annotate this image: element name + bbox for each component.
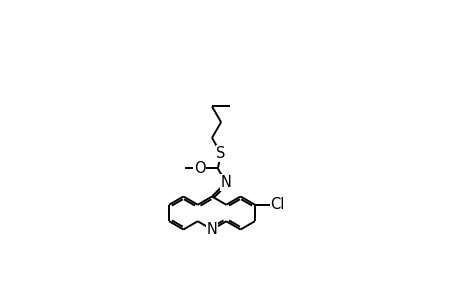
Text: N: N [220,175,231,190]
Text: Cl: Cl [270,197,284,212]
Text: O: O [193,161,205,176]
Text: S: S [216,146,225,161]
Text: N: N [206,222,217,237]
